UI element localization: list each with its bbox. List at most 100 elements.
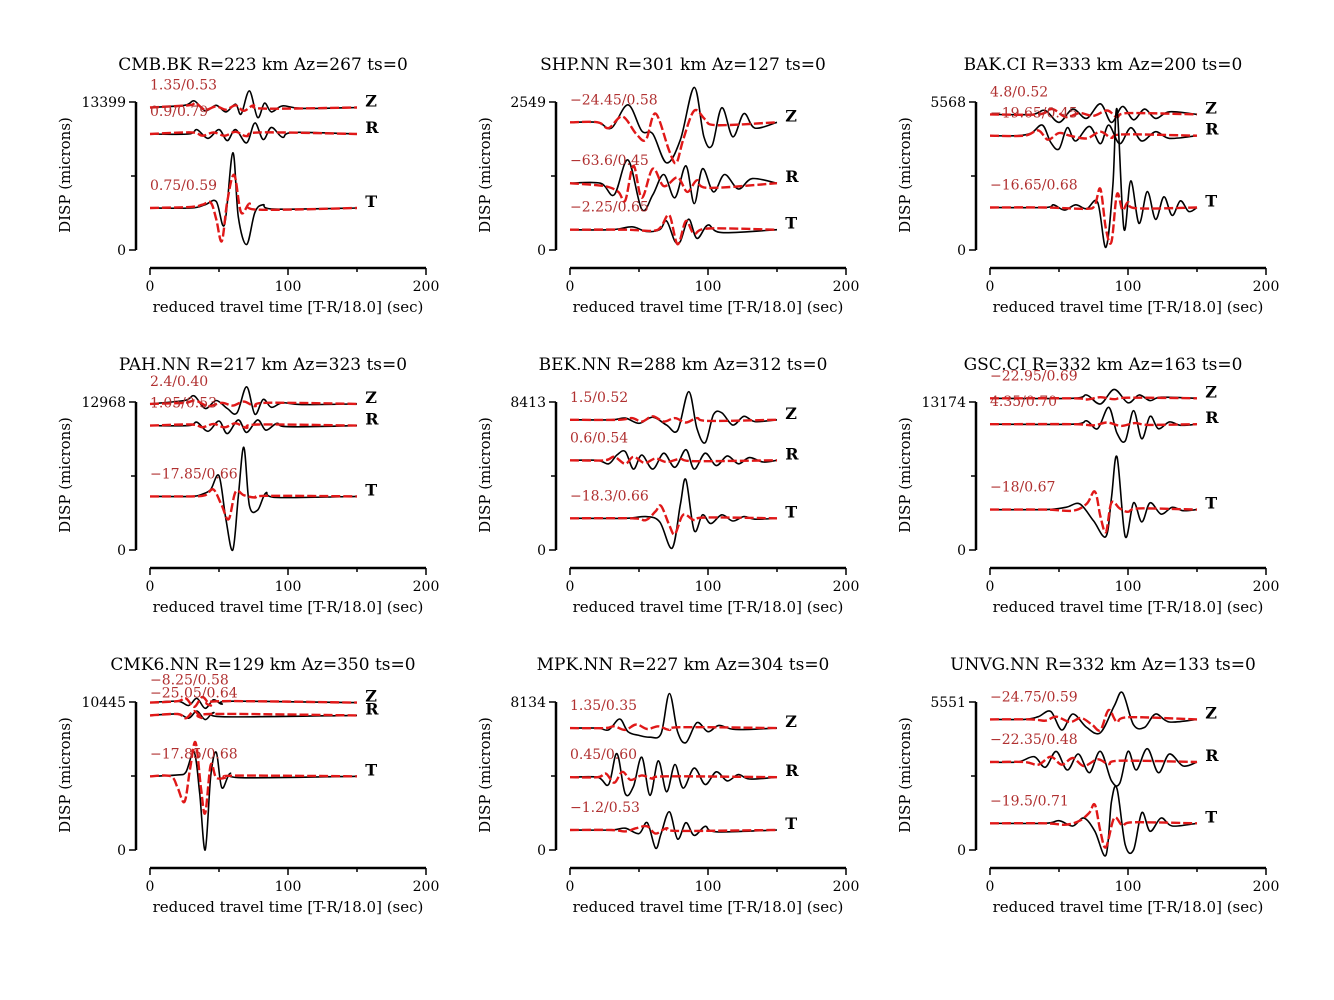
y-tick-label: 13174 xyxy=(921,395,966,411)
fit-annotation: 1.05/0.53 xyxy=(150,396,217,412)
panel-mpk-nn: MPK.NN R=227 km Az=304 ts=0 0 100 200 0 8134 r… xyxy=(476,655,859,916)
component-label: R xyxy=(1205,408,1219,427)
y-tick-label: 0 xyxy=(957,243,966,259)
component-label: Z xyxy=(365,92,377,111)
x-axis-label: reduced travel time [T-R/18.0] (sec) xyxy=(993,298,1264,316)
synthetic-trace-t xyxy=(149,740,358,815)
data-trace-t xyxy=(569,810,778,850)
component-label: Z xyxy=(785,712,797,731)
y-axis-label: DISP (microns) xyxy=(896,417,914,533)
component-label: Z xyxy=(785,106,797,125)
fit-annotation: −24.75/0.59 xyxy=(990,689,1078,705)
data-trace-t xyxy=(149,751,358,851)
data-trace-t xyxy=(149,446,358,552)
x-tick-label: 200 xyxy=(833,279,860,295)
component-label: R xyxy=(1205,120,1219,139)
panel-title: BAK.CI R=333 km Az=200 ts=0 xyxy=(964,55,1243,75)
y-axis-label: DISP (microns) xyxy=(896,717,914,833)
synthetic-trace-z xyxy=(569,108,778,165)
data-trace-r xyxy=(989,406,1198,443)
data-trace-r xyxy=(569,752,778,797)
panel-title: BEK.NN R=288 km Az=312 ts=0 xyxy=(539,355,828,375)
y-axis-label: DISP (microns) xyxy=(56,417,74,533)
synthetic-trace-t xyxy=(569,504,778,536)
synthetic-trace-t xyxy=(569,824,778,835)
y-tick-label: 12968 xyxy=(81,395,126,411)
y-tick-label: 0 xyxy=(537,843,546,859)
data-trace-r xyxy=(149,122,358,144)
fit-annotation: 0.6/0.54 xyxy=(570,430,628,446)
data-trace-z xyxy=(569,86,778,164)
y-axis-label: DISP (microns) xyxy=(476,117,494,233)
panel-title: UNVG.NN R=332 km Az=133 ts=0 xyxy=(950,655,1256,675)
fit-annotation: −8.25/0.58 xyxy=(150,673,229,689)
synthetic-trace-t xyxy=(569,213,778,246)
y-tick-label: 2549 xyxy=(510,95,546,111)
component-label: T xyxy=(365,192,377,211)
fit-annotation: −1.2/0.53 xyxy=(570,800,640,816)
y-axis-label: DISP (microns) xyxy=(476,717,494,833)
synthetic-trace-r xyxy=(989,421,1198,428)
x-tick-label: 0 xyxy=(146,879,155,895)
y-tick-label: 8413 xyxy=(510,395,546,411)
data-trace-z xyxy=(569,692,778,744)
panel-title: GSC.CI R=332 km Az=163 ts=0 xyxy=(964,355,1243,375)
fit-annotation: 0.75/0.59 xyxy=(150,178,217,194)
component-label: Z xyxy=(785,404,797,423)
component-label: Z xyxy=(1205,382,1217,401)
fit-annotation: −24.45/0.58 xyxy=(570,92,658,108)
x-tick-label: 0 xyxy=(986,579,995,595)
component-label: T xyxy=(1205,807,1217,826)
x-tick-label: 200 xyxy=(413,879,440,895)
panel-unvg-nn: UNVG.NN R=332 km Az=133 ts=0 0 100 200 0 5551… xyxy=(896,655,1279,916)
synthetic-trace-z xyxy=(149,399,358,408)
x-tick-label: 100 xyxy=(1115,879,1142,895)
fit-annotation: −17.85/0.66 xyxy=(150,466,238,482)
component-label: T xyxy=(785,502,797,521)
component-label: R xyxy=(365,118,379,137)
data-trace-r xyxy=(569,448,778,470)
panel-title: CMK6.NN R=129 km Az=350 ts=0 xyxy=(110,655,415,675)
data-trace-r xyxy=(989,124,1198,151)
y-tick-label: 0 xyxy=(117,243,126,259)
x-tick-label: 0 xyxy=(146,279,155,295)
x-tick-label: 100 xyxy=(275,579,302,595)
synthetic-trace-t xyxy=(149,173,358,243)
component-label: T xyxy=(785,814,797,833)
y-axis-label: DISP (microns) xyxy=(476,417,494,533)
synthetic-trace-t xyxy=(989,802,1198,849)
fit-annotation: 4.35/0.70 xyxy=(990,394,1057,410)
panel-cmb-bk: CMB.BK R=223 km Az=267 ts=0 0 100 200 0 13399… xyxy=(56,55,439,316)
fit-annotation: −63.6/0.45 xyxy=(570,153,649,169)
fit-annotation: −22.35/0.48 xyxy=(990,732,1078,748)
synthetic-trace-t xyxy=(989,490,1198,534)
data-trace-z xyxy=(149,697,358,710)
synthetic-trace-z xyxy=(569,723,778,732)
x-tick-label: 200 xyxy=(413,579,440,595)
x-axis-label: reduced travel time [T-R/18.0] (sec) xyxy=(993,598,1264,616)
component-label: R xyxy=(785,167,799,186)
panel-pah-nn: PAH.NN R=217 km Az=323 ts=0 0 100 200 0 12968… xyxy=(56,355,439,616)
fit-annotation: −18.3/0.66 xyxy=(570,488,649,504)
fit-annotation: 1.35/0.35 xyxy=(570,698,637,714)
y-axis-label: DISP (microns) xyxy=(896,117,914,233)
fit-annotation: 1.5/0.52 xyxy=(570,390,628,406)
fit-annotation: −25.05/0.64 xyxy=(150,685,238,701)
component-label: R xyxy=(365,410,379,429)
x-axis-label: reduced travel time [T-R/18.0] (sec) xyxy=(993,898,1264,916)
component-label: T xyxy=(1205,191,1217,210)
x-tick-label: 0 xyxy=(146,579,155,595)
synthetic-trace-r xyxy=(989,755,1198,768)
fit-annotation: −19.5/0.71 xyxy=(990,793,1069,809)
x-tick-label: 100 xyxy=(695,279,722,295)
x-tick-label: 0 xyxy=(986,879,995,895)
component-label: Z xyxy=(365,388,377,407)
y-tick-label: 5568 xyxy=(930,95,966,111)
fit-annotation: −16.65/0.68 xyxy=(990,177,1078,193)
x-tick-label: 200 xyxy=(1253,879,1280,895)
component-label: Z xyxy=(1205,703,1217,722)
x-tick-label: 100 xyxy=(1115,579,1142,595)
x-axis-label: reduced travel time [T-R/18.0] (sec) xyxy=(153,598,424,616)
x-tick-label: 100 xyxy=(695,579,722,595)
component-label: T xyxy=(365,480,377,499)
